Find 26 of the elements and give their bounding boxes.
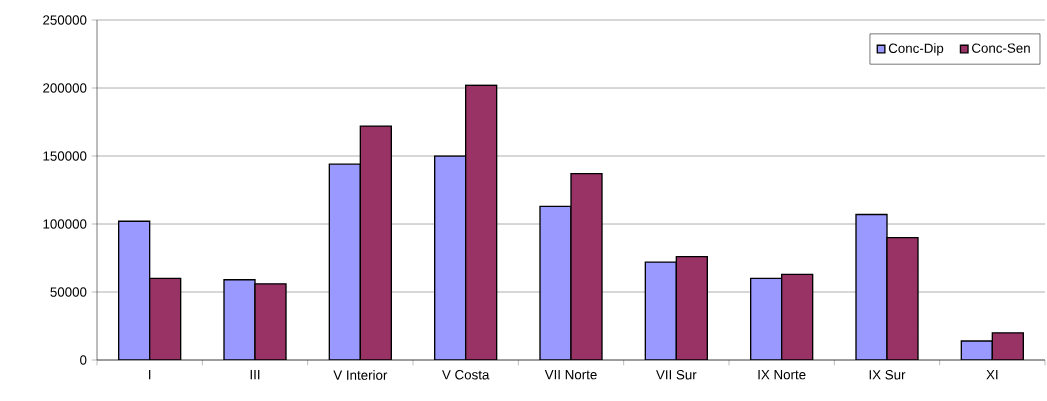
x-tick-label: IX Norte <box>758 370 806 380</box>
bar <box>465 84 498 360</box>
bar <box>991 332 1024 360</box>
x-tick-label: V Costa <box>442 370 490 380</box>
bar <box>780 273 814 360</box>
bar <box>149 277 182 360</box>
y-tick-label: 150000 <box>43 151 87 161</box>
bar <box>570 173 603 360</box>
y-tick-label: 100000 <box>43 219 87 229</box>
y-tick-label: 200000 <box>43 83 87 93</box>
y-tick-label: 0 <box>80 355 87 365</box>
bar <box>675 255 708 360</box>
x-tick-label: VII Norte <box>544 370 597 380</box>
x-tick-label: V Interior <box>333 370 388 380</box>
bar <box>359 125 393 360</box>
bar <box>254 283 287 360</box>
y-tick-label: 250000 <box>43 15 87 25</box>
x-tick-label: I <box>149 370 151 380</box>
x-tick-label: IX Sur <box>869 370 906 380</box>
x-tick-label: XI <box>986 370 998 380</box>
bar <box>886 236 919 360</box>
legend-label: Conc-Sen <box>972 43 1030 53</box>
y-tick-label: 50000 <box>50 287 87 297</box>
legend-label: Conc-Dip <box>888 43 944 56</box>
x-tick-label: III <box>250 370 260 380</box>
x-tick-label: VII Sur <box>656 370 697 380</box>
